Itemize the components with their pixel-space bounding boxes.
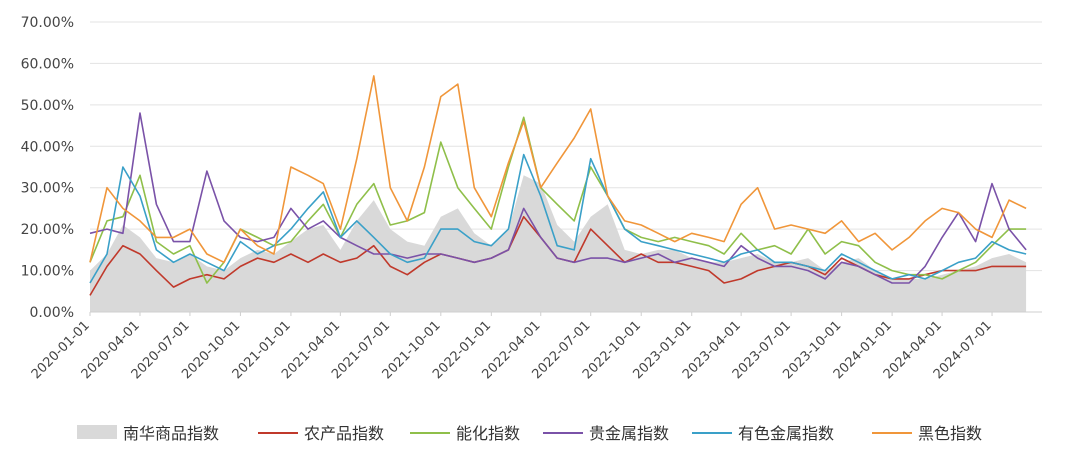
legend-label: 有色金属指数	[738, 424, 834, 443]
x-axis: 2020-01-012020-04-012020-07-012020-10-01…	[29, 312, 995, 382]
legend-label: 能化指数	[456, 424, 520, 443]
legend-label: 农产品指数	[304, 424, 384, 443]
gridlines	[90, 21, 1042, 272]
y-tick-label: 60.00%	[21, 56, 74, 72]
y-tick-label: 30.00%	[21, 181, 74, 197]
series-line-能化指数	[89, 116, 1027, 284]
legend-item: 南华商品指数	[77, 424, 219, 443]
y-tick-label: 40.00%	[21, 139, 74, 155]
legend-label: 黑色指数	[918, 424, 982, 443]
legend-item: 有色金属指数	[692, 424, 834, 443]
y-tick-label: 50.00%	[21, 98, 74, 114]
series-area-南华商品指数	[90, 175, 1027, 312]
legend-swatch	[77, 425, 117, 439]
y-axis: 0.00% 10.00% 20.00% 30.00% 40.00% 50.00% 60.00…	[21, 15, 74, 321]
legend-label: 贵金属指数	[589, 424, 669, 443]
legend-label: 南华商品指数	[123, 424, 219, 443]
y-tick-label: 70.00%	[21, 15, 74, 31]
line-series-layer	[89, 75, 1027, 296]
y-tick-label: 20.00%	[21, 222, 74, 238]
area-series-layer	[90, 175, 1027, 312]
series-line-黑色指数	[89, 75, 1027, 264]
legend-item: 贵金属指数	[543, 424, 669, 443]
y-tick-label: 0.00%	[30, 305, 74, 321]
legend-item: 农产品指数	[258, 424, 384, 443]
y-tick-label: 10.00%	[21, 264, 74, 280]
legend: 南华商品指数 农产品指数 能化指数 贵金属指数 有色金属指数 黑色指数	[77, 424, 982, 443]
series-line-贵金属指数	[89, 112, 1027, 284]
legend-item: 黑色指数	[872, 424, 982, 443]
legend-item: 能化指数	[410, 424, 520, 443]
series-line-有色金属指数	[89, 153, 1027, 284]
